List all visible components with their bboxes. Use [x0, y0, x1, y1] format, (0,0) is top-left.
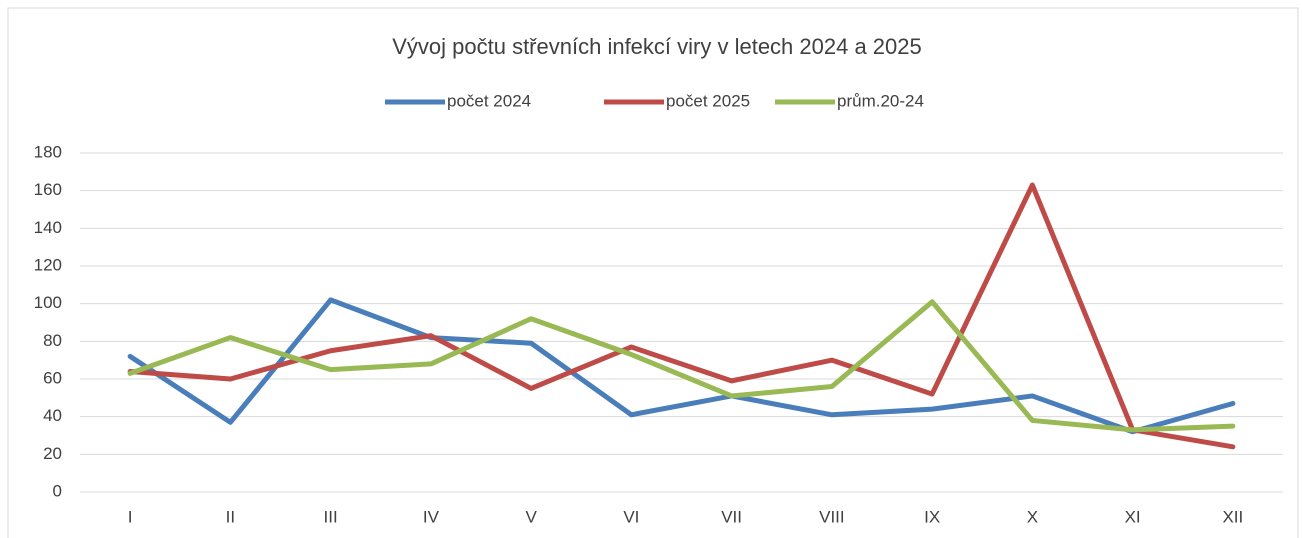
x-tick-label: I [128, 507, 133, 526]
x-tick-label: XII [1222, 507, 1243, 526]
y-tick-label: 100 [34, 293, 62, 312]
x-tick-label: VI [623, 507, 639, 526]
y-tick-label: 60 [43, 368, 62, 387]
line-series [127, 299, 1236, 433]
x-tick-label: X [1027, 507, 1038, 526]
line-series [127, 182, 1236, 450]
y-tick-label: 0 [53, 481, 62, 500]
x-tick-label: II [226, 507, 235, 526]
x-tick-label: VIII [819, 507, 845, 526]
y-tick-label: 160 [34, 180, 62, 199]
chart-border [7, 7, 1299, 538]
y-tick-label: 140 [34, 218, 62, 237]
y-tick-label: 120 [34, 255, 62, 274]
x-tick-label: IX [924, 507, 940, 526]
x-tick-label: V [525, 507, 537, 526]
x-tick-label: III [324, 507, 338, 526]
line-series [127, 297, 1236, 435]
legend-label: prům.20-24 [837, 91, 924, 110]
y-tick-label: 80 [43, 331, 62, 350]
x-tick-label: XI [1125, 507, 1141, 526]
x-tick-label: IV [423, 507, 440, 526]
legend-label: počet 2025 [666, 91, 750, 110]
y-tick-label: 180 [34, 142, 62, 161]
x-tick-label: VII [721, 507, 742, 526]
legend-label: počet 2024 [447, 91, 531, 110]
y-tick-label: 40 [43, 406, 62, 425]
chart-title: Vývoj počtu střevních infekcí viry v let… [392, 34, 922, 59]
y-tick-label: 20 [43, 444, 62, 463]
